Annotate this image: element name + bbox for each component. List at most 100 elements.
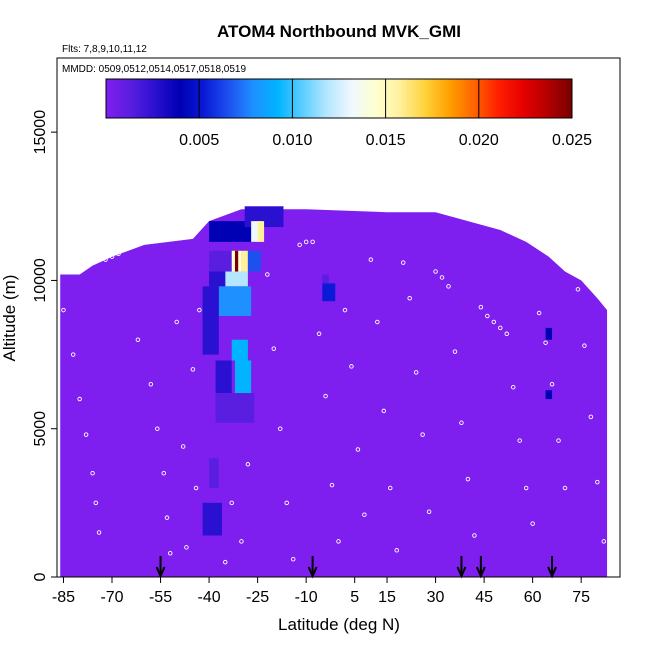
sample-point	[336, 539, 341, 544]
sample-point	[61, 307, 66, 313]
sample-point	[465, 476, 471, 482]
sample-point	[381, 408, 387, 414]
sample-point	[245, 462, 251, 467]
sample-point	[478, 304, 484, 310]
sample-point	[485, 313, 490, 319]
sample-point	[93, 500, 99, 506]
sample-point	[491, 319, 497, 325]
sample-point	[329, 482, 335, 488]
sample-point	[452, 349, 458, 354]
x-tick-label: -70	[100, 589, 123, 606]
sample-point	[180, 444, 186, 449]
sample-point	[90, 470, 95, 476]
sample-point	[297, 242, 302, 248]
heatmap-cell	[322, 274, 329, 284]
sample-point	[239, 539, 244, 544]
sample-point	[223, 559, 228, 565]
x-tick-label: -10	[295, 589, 318, 606]
sample-point	[368, 257, 374, 262]
sample-point	[595, 479, 600, 485]
sample-point	[472, 533, 477, 538]
sample-point	[103, 257, 108, 262]
sample-point	[608, 319, 613, 325]
colorbar: 0.005 0.010 0.015 0.020 0.025	[105, 78, 592, 149]
flights-note: Flts: 7,8,9,10,11,12	[62, 44, 147, 55]
dates-note: MMDD: 0509,0512,0514,0517,0518,0519	[62, 64, 246, 75]
x-tick-label: -85	[52, 589, 75, 606]
colorbar-tick-label: 0.005	[179, 132, 219, 149]
heatmap-cell	[202, 286, 219, 355]
colorbar-gradient	[105, 78, 573, 119]
sample-point	[77, 396, 82, 402]
sample-point	[96, 530, 102, 535]
sample-point	[284, 500, 289, 506]
sample-point	[310, 239, 315, 245]
sample-point	[349, 364, 354, 369]
surface-arrows	[155, 556, 557, 579]
sample-point	[362, 512, 367, 517]
heatmap-cell	[218, 286, 252, 317]
heatmap-cell	[234, 360, 252, 394]
x-tick-label: 75	[572, 589, 590, 606]
arrow-head	[155, 566, 166, 579]
sample-point	[446, 284, 451, 289]
sample-point	[342, 307, 348, 313]
sample-point	[536, 310, 542, 316]
sample-point	[375, 319, 380, 325]
y-axis-label: Altitude (m)	[0, 275, 19, 362]
heatmap-cell	[244, 206, 284, 228]
arrow-head	[456, 566, 467, 579]
colorbar-tick-label: 0.025	[552, 132, 592, 149]
heatmap-cell	[257, 221, 265, 242]
sample-point	[109, 254, 115, 259]
colorbar-tick-label: 0.015	[366, 132, 406, 149]
sample-point	[303, 239, 309, 245]
sample-point	[601, 539, 607, 544]
sample-point	[510, 384, 516, 390]
sample-point	[167, 551, 173, 556]
sample-point	[498, 325, 503, 331]
sample-point	[265, 272, 270, 277]
sample-point	[588, 414, 594, 420]
y-tick-label: 10000	[32, 258, 49, 303]
heatmap-cell	[209, 271, 226, 287]
heatmap-cell	[231, 339, 248, 361]
sampled-region	[60, 209, 608, 577]
sample-point	[504, 331, 510, 337]
sample-point	[420, 432, 425, 437]
sample-point	[582, 343, 587, 348]
plot-frame	[56, 57, 621, 578]
sample-point	[148, 381, 154, 387]
sample-point	[155, 426, 160, 431]
arrow-head	[475, 566, 486, 579]
sample-point	[562, 485, 568, 491]
x-tick-label: -40	[198, 589, 221, 606]
heatmap-cell	[202, 502, 223, 536]
sample-point	[290, 556, 296, 562]
heatmap-cell	[251, 221, 261, 242]
sample-point	[174, 319, 179, 325]
sample-point	[388, 485, 393, 491]
heatmap-cell	[225, 271, 248, 287]
sample-point	[316, 331, 322, 337]
heatmap-cell	[215, 360, 232, 394]
heatmap-cell	[209, 428, 248, 459]
sample-point	[271, 346, 277, 351]
sample-point	[229, 500, 234, 506]
y-tick-label: 0	[32, 572, 49, 581]
sample-point	[83, 432, 89, 437]
heatmap-cell	[241, 250, 248, 272]
sample-point	[197, 307, 202, 313]
x-tick-label: 60	[524, 589, 542, 606]
arrow-head	[547, 566, 557, 579]
sample-point	[278, 426, 283, 431]
sample-point	[459, 420, 464, 426]
sample-markers	[61, 239, 613, 565]
sample-point	[517, 438, 522, 443]
x-tick-label: 45	[475, 589, 493, 606]
sample-point	[439, 275, 445, 280]
plot-area	[60, 206, 608, 577]
x-axis-label: Latitude (deg N)	[278, 615, 400, 634]
sample-point	[407, 295, 412, 301]
